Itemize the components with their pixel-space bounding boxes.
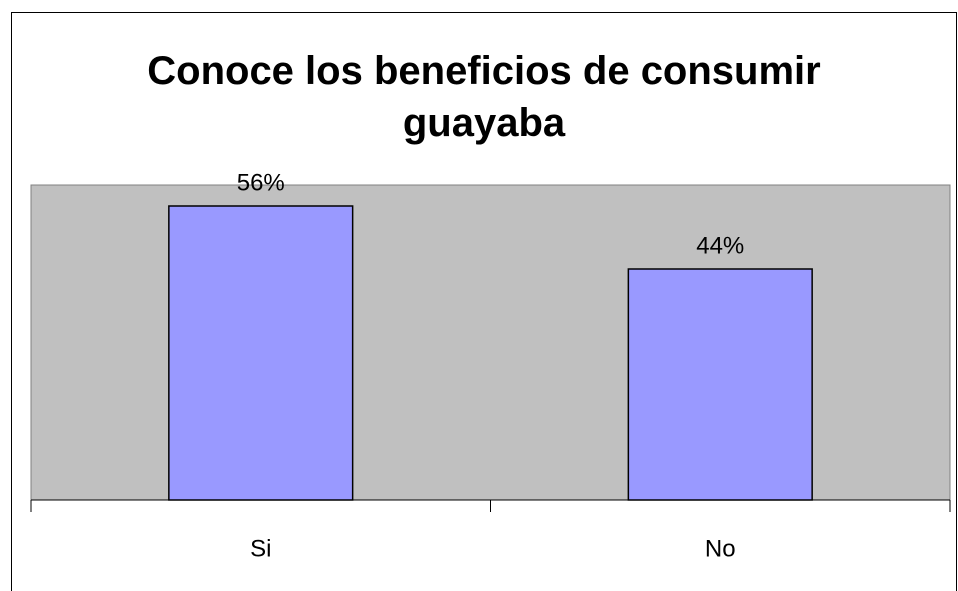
- chart-title: Conoce los beneficios de consumir guayab…: [147, 49, 821, 145]
- data-label: 44%: [696, 232, 744, 259]
- bar: [627, 268, 813, 501]
- x-tick-label: Si: [250, 535, 271, 562]
- x-tick-label: No: [705, 535, 736, 562]
- data-label: 56%: [237, 169, 285, 196]
- chart-frame: [11, 12, 957, 591]
- bar: [168, 205, 354, 501]
